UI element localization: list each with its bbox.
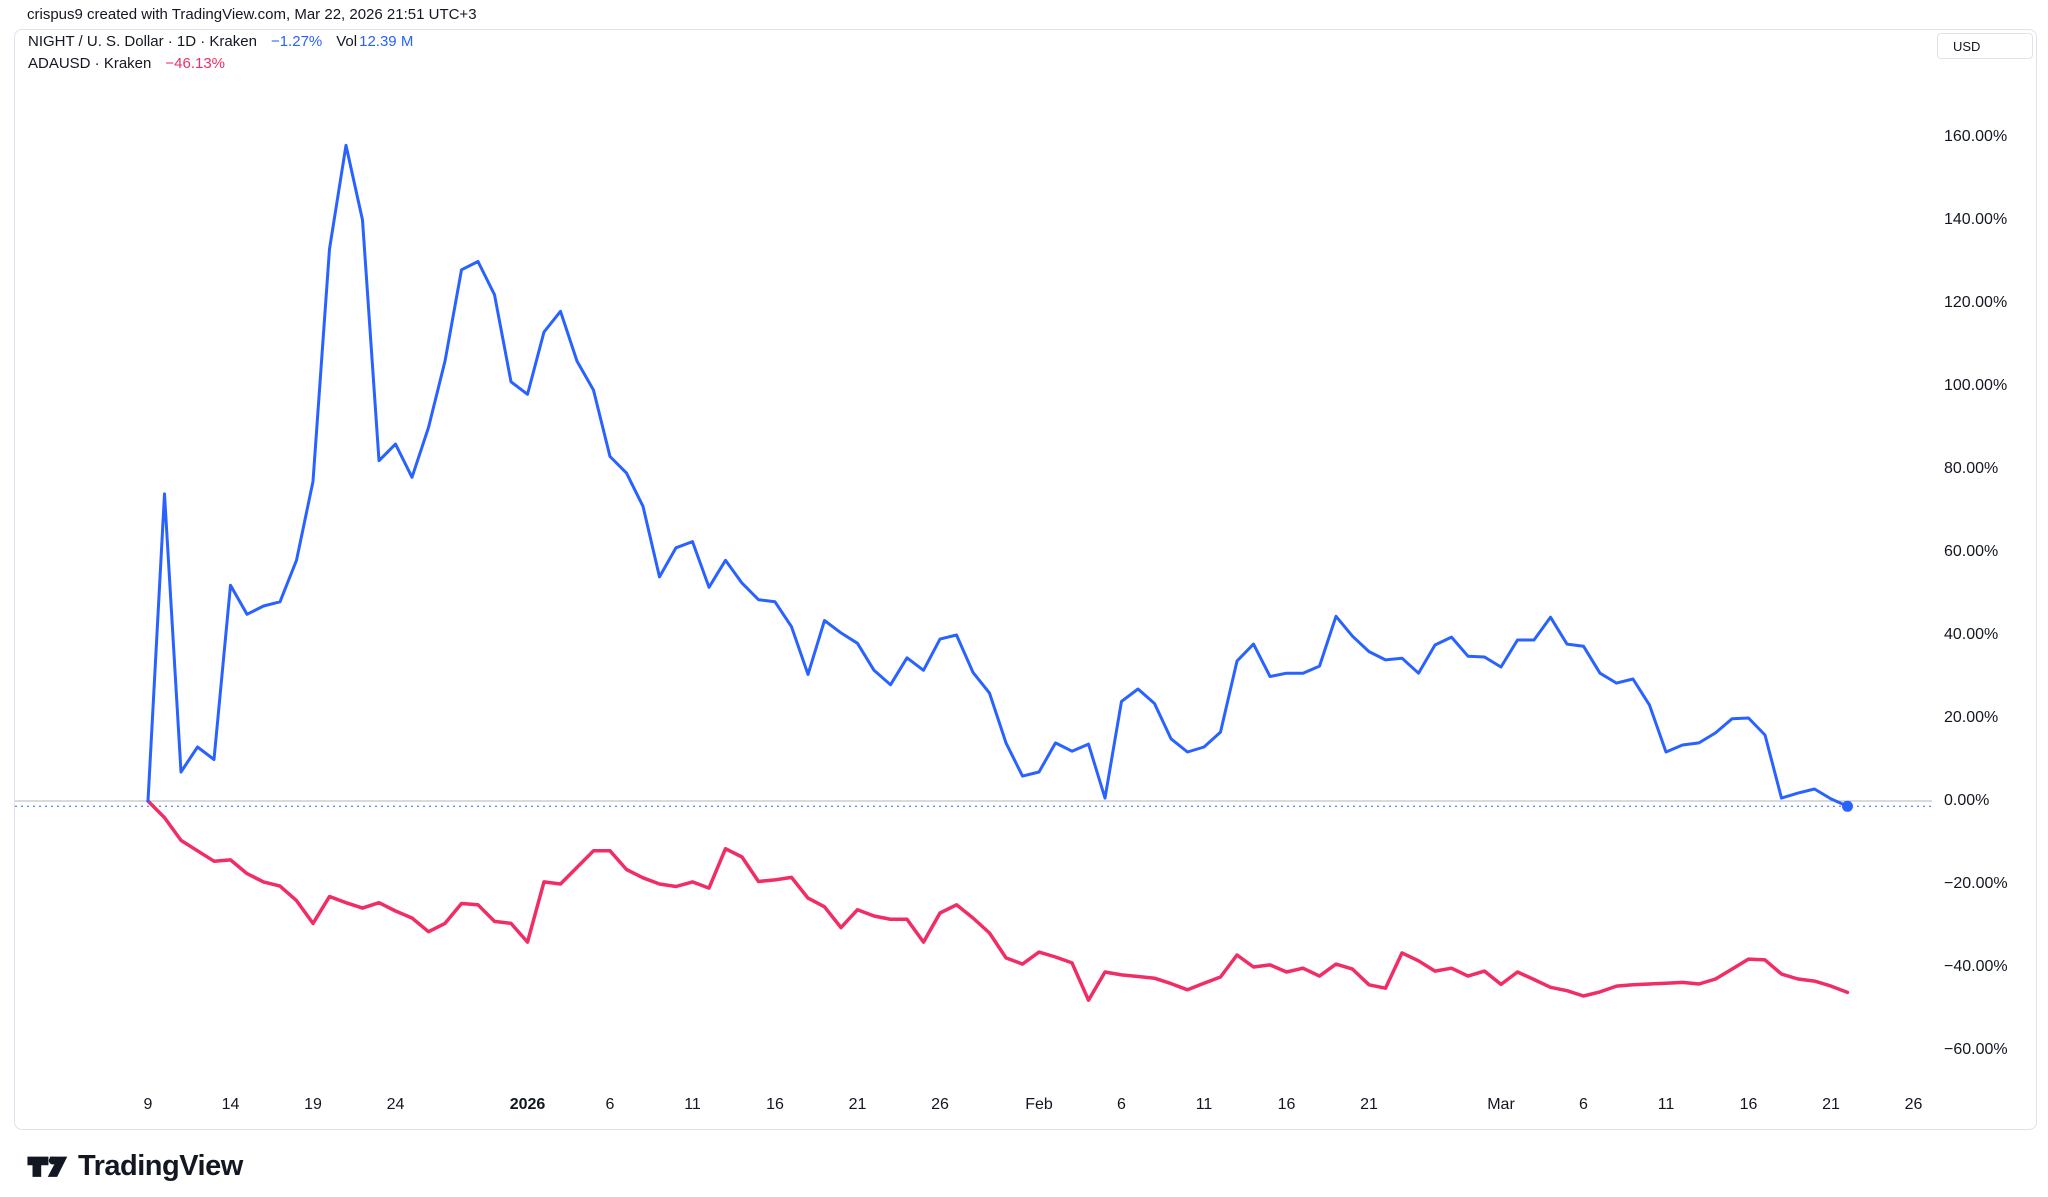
legend-row-night[interactable]: NIGHT / U. S. Dollar · 1D · Kraken −1.27%…: [28, 31, 413, 53]
time-axis-label: 2026: [509, 1096, 546, 1113]
last-price-dot: [1842, 800, 1853, 812]
ada-change-value: −46.13%: [165, 55, 226, 72]
time-axis-label: 26: [931, 1096, 949, 1113]
time-axis-label: 16: [1739, 1096, 1758, 1113]
time-axis-label: 24: [386, 1096, 405, 1113]
price-axis-label: −20.00%: [1944, 875, 2008, 892]
price-axis-label: 160.00%: [1944, 128, 2008, 145]
time-axis-label: 11: [1195, 1096, 1213, 1113]
time-axis-label: 6: [1117, 1096, 1126, 1113]
time-axis-label: 21: [1360, 1096, 1378, 1113]
price-axis-label: 140.00%: [1944, 211, 2008, 228]
time-axis-label: 26: [1904, 1096, 1923, 1113]
legend: NIGHT / U. S. Dollar · 1D · Kraken −1.27%…: [28, 31, 413, 75]
time-axis-label: 16: [766, 1096, 784, 1113]
time-axis-label: 6: [1579, 1096, 1588, 1113]
night-usd-series-line[interactable]: [146, 143, 1849, 808]
price-axis-label: 40.00%: [1944, 626, 1999, 643]
price-axis-label: 100.00%: [1944, 377, 2008, 394]
night-change-value: −1.27%: [270, 33, 323, 50]
time-axis-label: Feb: [1025, 1096, 1053, 1113]
price-axis-label: −40.00%: [1944, 958, 2008, 975]
time-axis-label: 9: [143, 1096, 153, 1113]
currency-axis-button[interactable]: USD: [1937, 33, 2033, 59]
symbol-title-night: NIGHT / U. S. Dollar · 1D · Kraken: [28, 33, 257, 50]
tradingview-logo-icon: [27, 1156, 68, 1177]
attribution-text: crispus9 created with TradingView.com, M…: [27, 6, 477, 23]
volume-value: 12.39 M: [359, 33, 414, 50]
price-axis-label: −60.00%: [1944, 1041, 2008, 1058]
volume-label: Vol: [336, 33, 358, 50]
time-axis-label: Mar: [1487, 1096, 1515, 1113]
tradingview-logo[interactable]: TradingView: [26, 1148, 243, 1184]
time-axis-label: 21: [1822, 1096, 1840, 1113]
chart-card: [14, 29, 2037, 1130]
price-axis-label: 80.00%: [1944, 460, 1999, 477]
legend-row-ada[interactable]: ADAUSD · Kraken −46.13%: [28, 53, 413, 75]
time-axis-label: 16: [1277, 1096, 1296, 1113]
symbol-title-ada: ADAUSD · Kraken: [28, 55, 152, 72]
tradingview-logo-text: TradingView: [78, 1149, 243, 1182]
time-axis-label: 6: [605, 1096, 615, 1113]
time-axis-label: 14: [221, 1096, 240, 1113]
price-axis-label: 20.00%: [1944, 709, 1999, 726]
price-axis-label: 120.00%: [1944, 294, 2008, 311]
price-axis-label: 60.00%: [1944, 543, 1999, 560]
time-axis-label: 19: [304, 1096, 322, 1113]
adausd-series-line[interactable]: [146, 799, 1850, 1002]
price-axis-label: 0.00%: [1944, 792, 1990, 809]
time-axis-label: 21: [848, 1096, 867, 1113]
time-axis-label: 11: [1657, 1096, 1675, 1113]
time-axis-label: 11: [684, 1096, 701, 1113]
